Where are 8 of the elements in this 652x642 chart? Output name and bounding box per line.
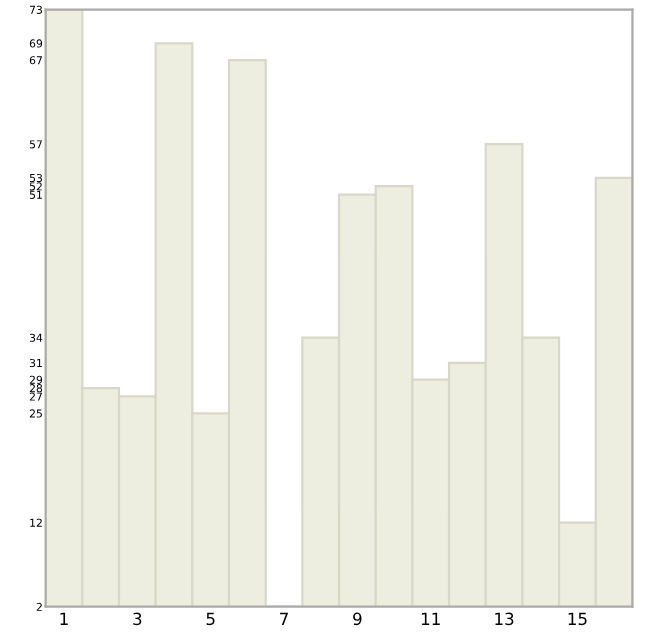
x-tick-label: 1: [60, 612, 68, 625]
x-tick-label: 7: [280, 612, 288, 625]
x-tick-label: 5: [206, 612, 215, 626]
x-tick-label: 15: [568, 612, 587, 626]
x-tick-label: 3: [133, 612, 142, 626]
x-tick-label: 11: [421, 612, 440, 625]
x-tick-label: 13: [495, 612, 514, 626]
x-tick-label: 9: [353, 612, 362, 626]
